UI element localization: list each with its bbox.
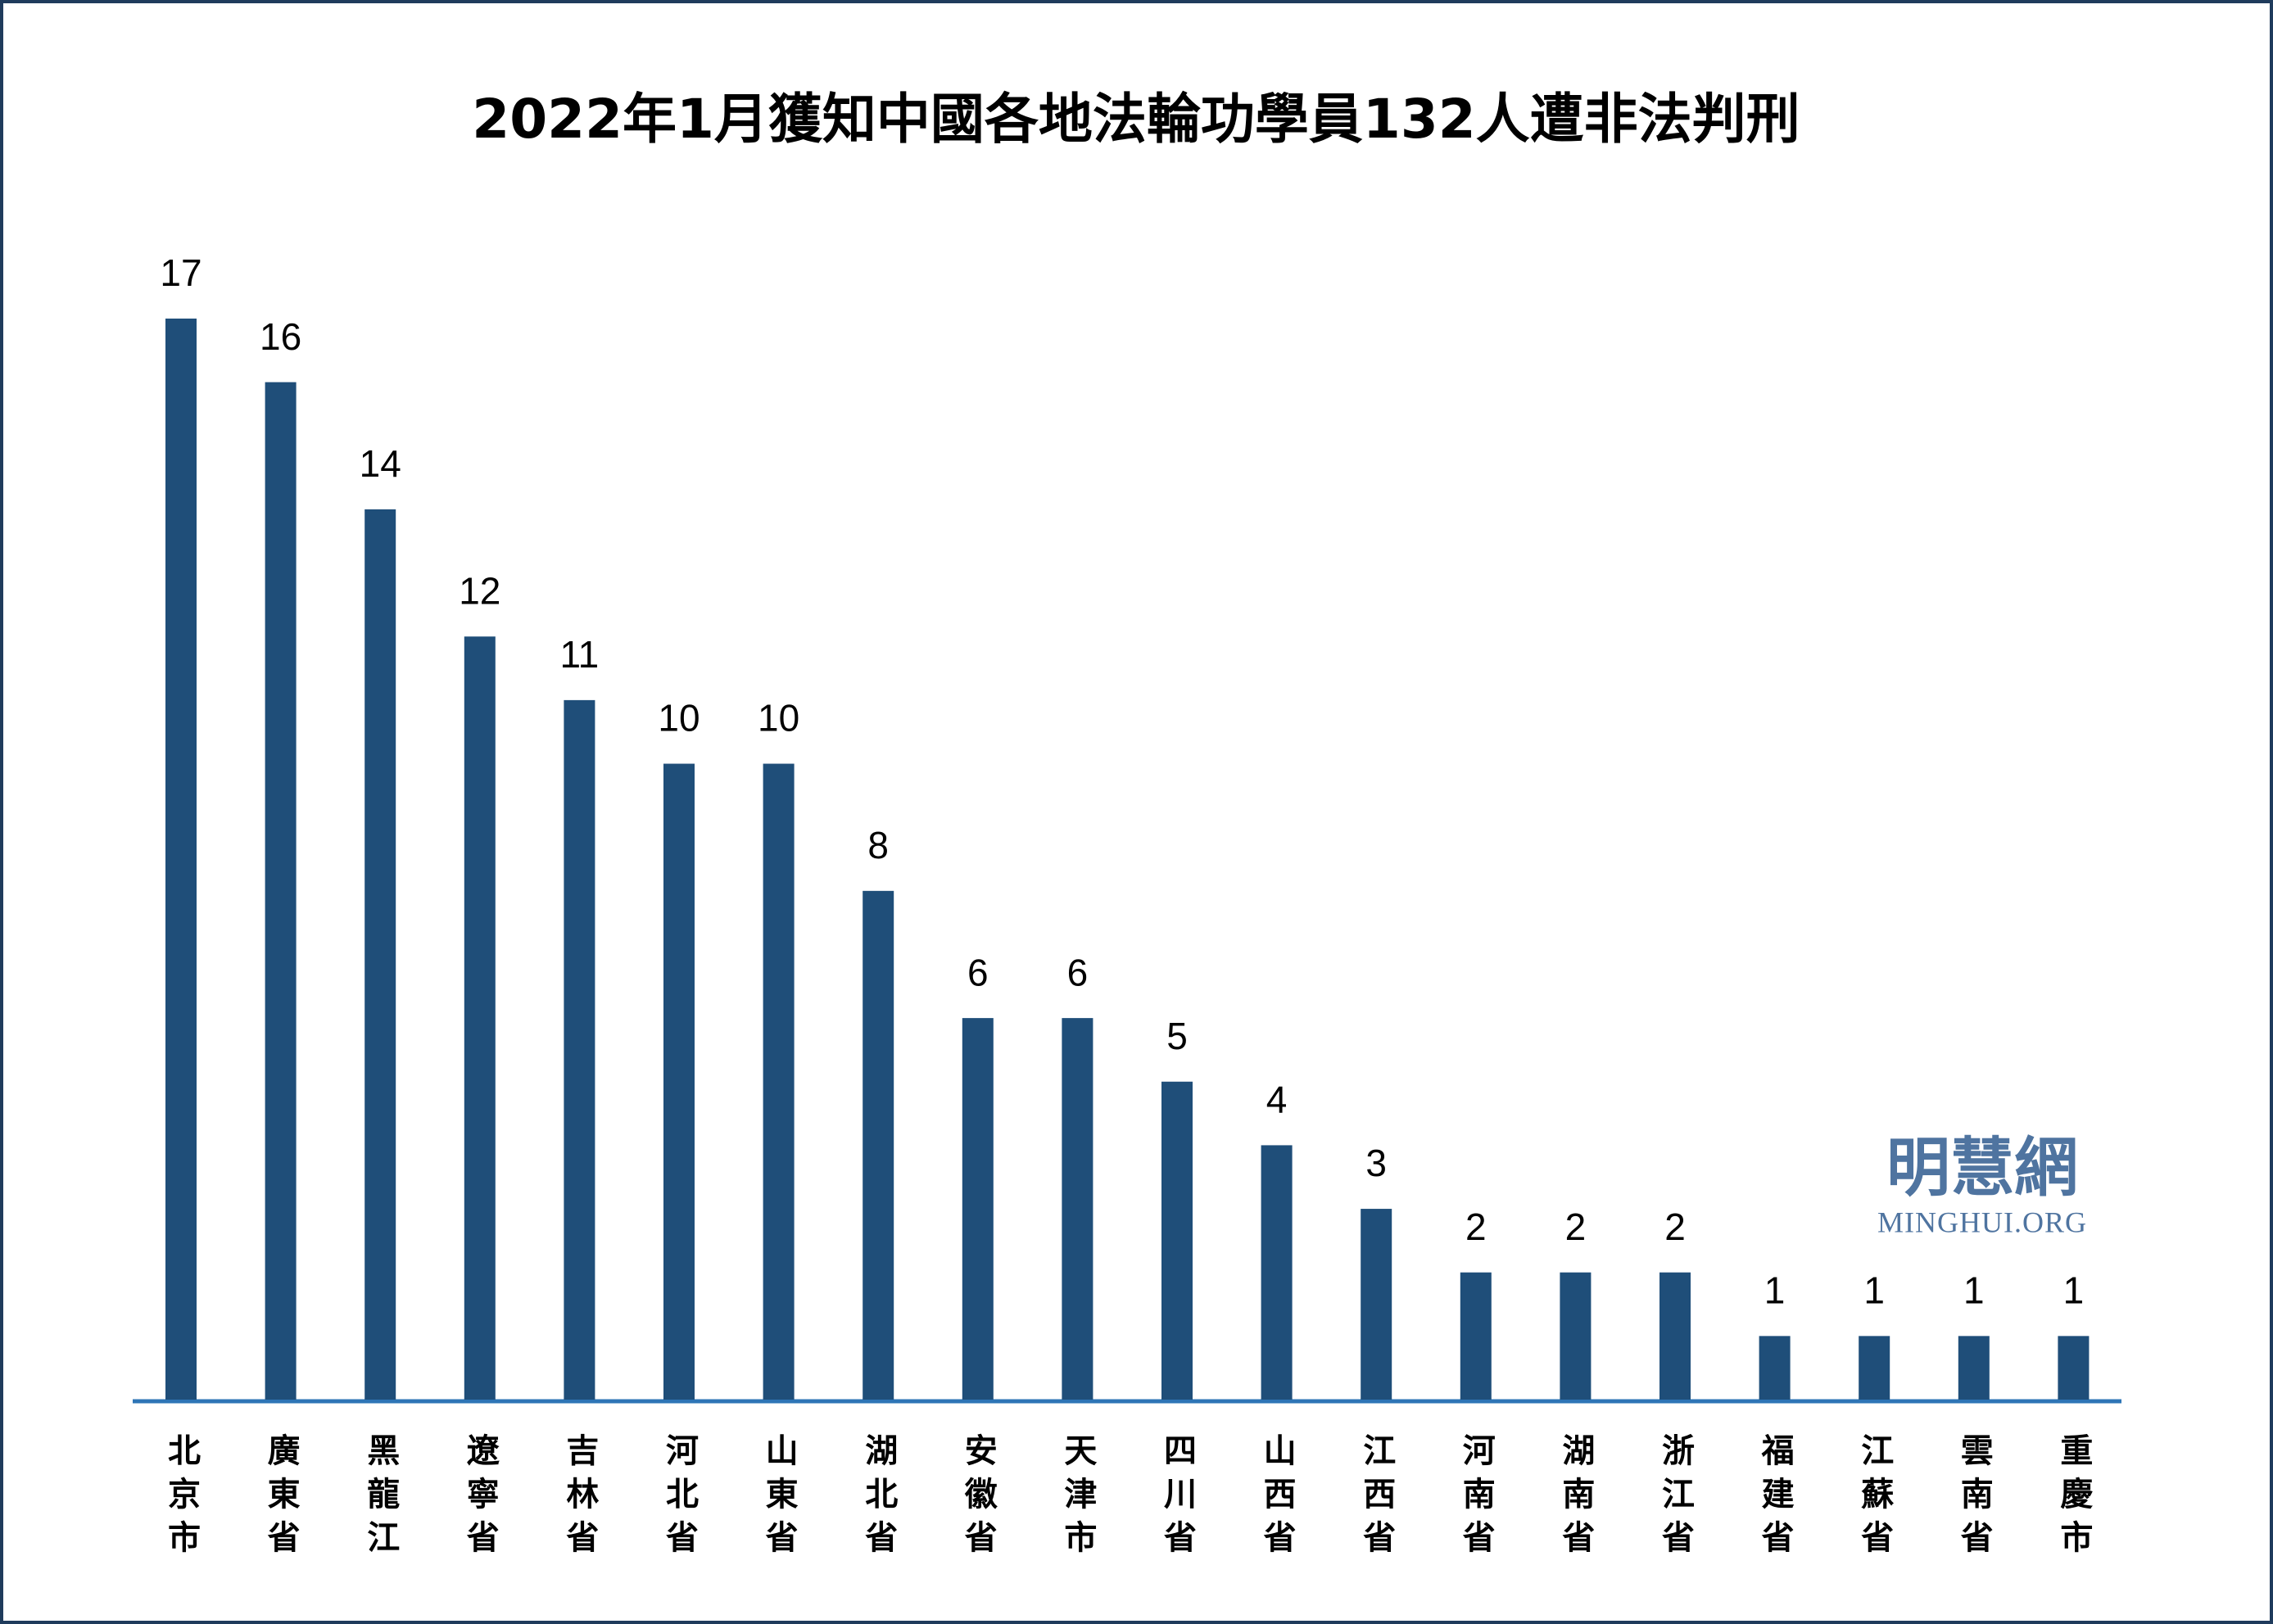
value-label: 2 xyxy=(1565,1206,1587,1248)
x-tick-label: 重慶市 xyxy=(2054,1433,2093,1563)
bar xyxy=(663,763,695,1400)
x-tick-label: 安徽省 xyxy=(959,1433,998,1563)
x-tick-label: 福建省 xyxy=(1756,1433,1795,1563)
bar xyxy=(1261,1145,1293,1400)
bar xyxy=(1361,1209,1392,1400)
bar xyxy=(265,382,297,1400)
bar xyxy=(1859,1336,1890,1400)
value-label: 12 xyxy=(459,569,500,612)
x-tick-label: 天津市 xyxy=(1058,1433,1097,1563)
bar xyxy=(863,890,894,1400)
value-label: 1 xyxy=(1963,1269,1985,1312)
value-label: 6 xyxy=(967,951,989,993)
bar xyxy=(364,509,396,1400)
x-tick-label: 浙江省 xyxy=(1656,1433,1695,1563)
value-label: 10 xyxy=(758,697,799,740)
bar xyxy=(2058,1336,2090,1400)
bar xyxy=(1062,1018,1093,1400)
x-tick-label: 吉林省 xyxy=(560,1433,599,1563)
bar xyxy=(763,763,795,1400)
value-label: 2 xyxy=(1664,1206,1686,1248)
value-label: 8 xyxy=(867,824,889,866)
value-label: 1 xyxy=(2063,1269,2085,1312)
bar xyxy=(464,636,496,1400)
x-tick-label: 黑龍江 xyxy=(361,1433,400,1563)
value-label: 2 xyxy=(1465,1206,1487,1248)
chart-title: 2022年1月獲知中國各地法輪功學員132人遭非法判刑 xyxy=(472,88,1800,151)
x-tick-label: 北京市 xyxy=(162,1433,201,1563)
value-label: 3 xyxy=(1365,1142,1387,1184)
x-tick-label: 湖南省 xyxy=(1556,1433,1595,1563)
x-tick-label: 四川省 xyxy=(1158,1433,1197,1563)
value-label: 16 xyxy=(260,315,301,358)
x-tick-label: 河南省 xyxy=(1457,1433,1496,1563)
x-tick-label: 江蘇省 xyxy=(1855,1433,1894,1563)
x-tick-label: 河北省 xyxy=(660,1433,699,1563)
value-label: 1 xyxy=(1764,1269,1786,1312)
x-tick-label: 廣東省 xyxy=(262,1433,301,1563)
value-label: 4 xyxy=(1266,1079,1288,1121)
bar xyxy=(564,699,595,1400)
x-tick-label: 江西省 xyxy=(1357,1433,1396,1563)
bar xyxy=(1161,1081,1193,1400)
bar xyxy=(165,319,197,1400)
bar xyxy=(1560,1272,1592,1400)
value-label: 17 xyxy=(160,251,201,294)
value-label: 14 xyxy=(360,442,401,485)
x-tick-label: 湖北省 xyxy=(859,1433,898,1563)
x-tick-label: 山東省 xyxy=(760,1433,799,1563)
logo-name: 明慧網 xyxy=(1886,1131,2078,1206)
value-label: 5 xyxy=(1166,1015,1188,1057)
bar xyxy=(1659,1272,1691,1400)
bar xyxy=(1759,1336,1791,1400)
x-tick-label: 山西省 xyxy=(1258,1433,1297,1563)
logo-url: MINGHUI.ORG xyxy=(1877,1206,2087,1238)
value-label: 10 xyxy=(658,697,700,740)
value-label: 11 xyxy=(560,633,600,676)
bar xyxy=(962,1018,994,1400)
value-label: 1 xyxy=(1863,1269,1885,1312)
bar xyxy=(1460,1272,1492,1400)
x-tick-label: 雲南省 xyxy=(1955,1433,1994,1563)
x-tick-label: 遼寧省 xyxy=(461,1433,500,1563)
bar xyxy=(1958,1336,1990,1400)
value-label: 6 xyxy=(1067,951,1089,993)
